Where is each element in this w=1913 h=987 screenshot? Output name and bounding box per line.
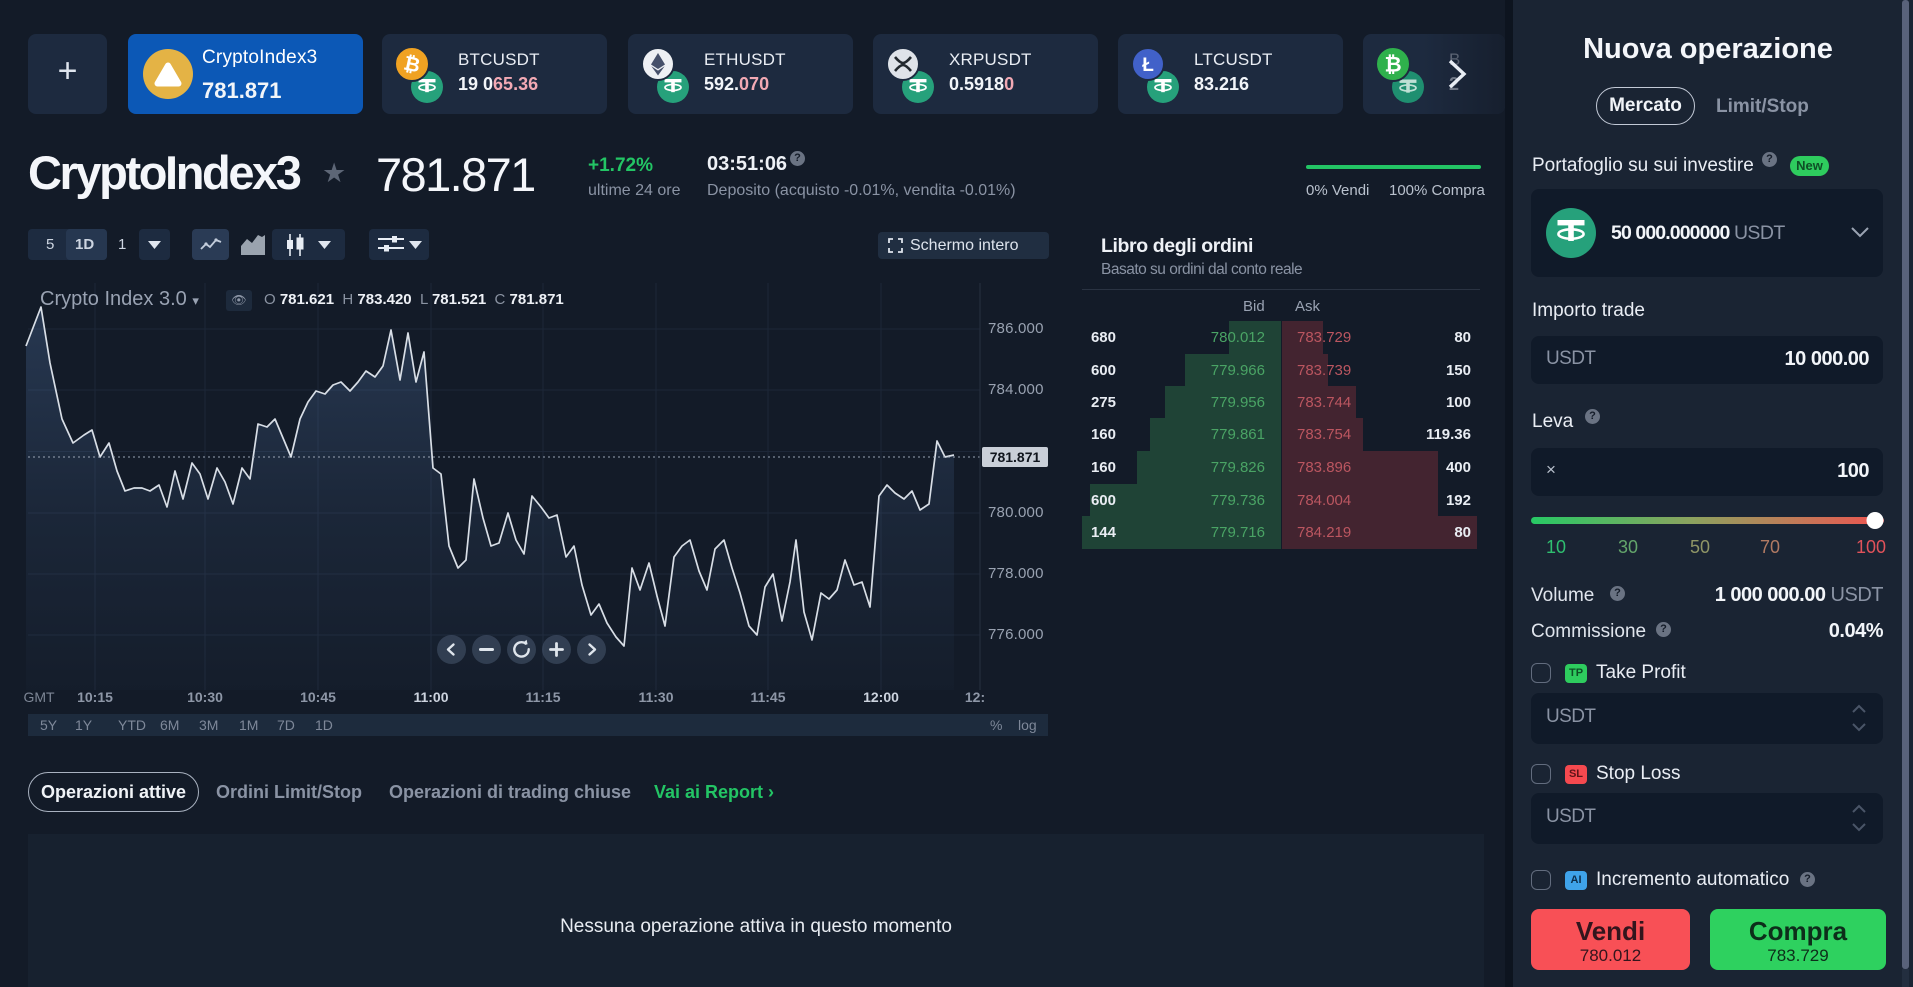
svg-text:Ł: Ł bbox=[1142, 55, 1154, 76]
svg-text:₿: ₿ bbox=[402, 53, 423, 78]
svg-text:₿: ₿ bbox=[1384, 54, 1401, 77]
